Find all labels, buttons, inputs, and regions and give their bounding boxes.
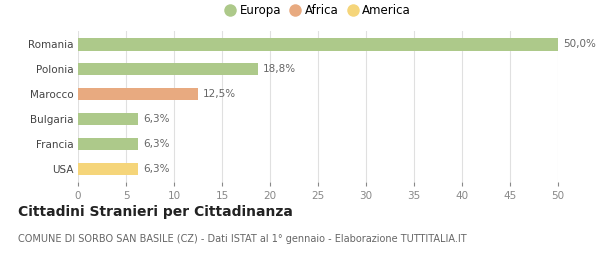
Bar <box>78 88 198 100</box>
Text: 50,0%: 50,0% <box>563 39 596 49</box>
Text: 6,3%: 6,3% <box>143 114 170 124</box>
Text: 12,5%: 12,5% <box>203 89 236 99</box>
Legend: Europa, Africa, America: Europa, Africa, America <box>223 2 413 19</box>
Bar <box>78 38 558 50</box>
Text: 6,3%: 6,3% <box>143 139 170 149</box>
Text: Cittadini Stranieri per Cittadinanza: Cittadini Stranieri per Cittadinanza <box>18 205 293 219</box>
Bar <box>78 113 139 125</box>
Bar <box>78 163 139 175</box>
Text: 6,3%: 6,3% <box>143 164 170 174</box>
Bar <box>78 63 259 75</box>
Text: COMUNE DI SORBO SAN BASILE (CZ) - Dati ISTAT al 1° gennaio - Elaborazione TUTTIT: COMUNE DI SORBO SAN BASILE (CZ) - Dati I… <box>18 234 467 244</box>
Text: 18,8%: 18,8% <box>263 64 296 74</box>
Bar <box>78 138 139 150</box>
